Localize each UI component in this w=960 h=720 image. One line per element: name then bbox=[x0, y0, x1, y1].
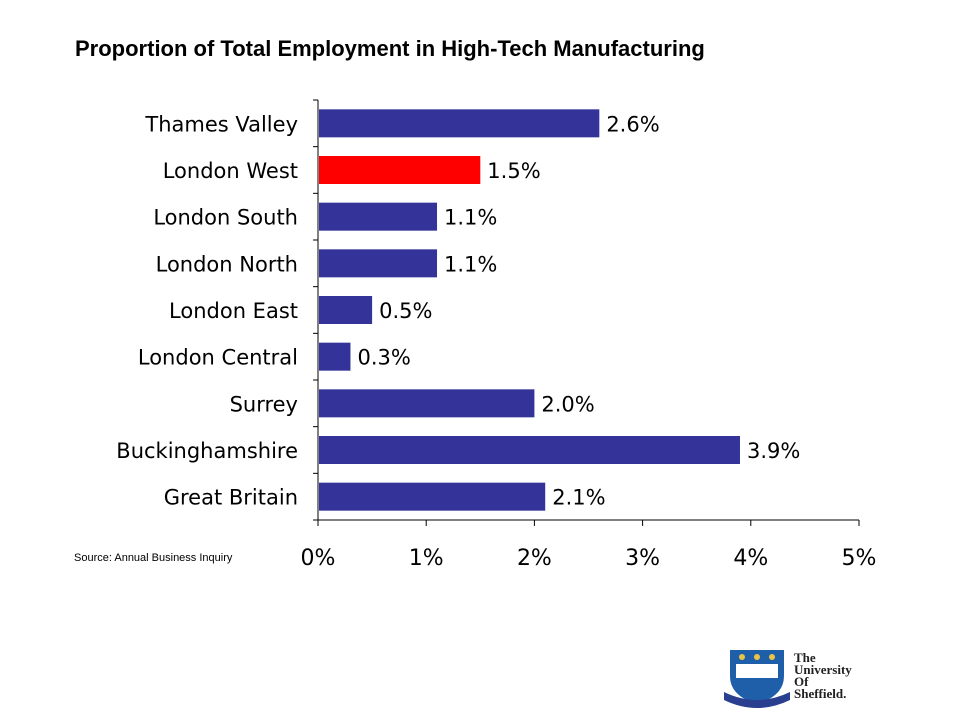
university-logo: The University Of Sheffield. bbox=[724, 646, 899, 708]
university-crest-icon bbox=[724, 650, 790, 708]
category-label: Surrey bbox=[230, 392, 298, 416]
data-label: 3.9% bbox=[747, 439, 800, 463]
data-label: 1.5% bbox=[487, 159, 540, 183]
bar bbox=[319, 156, 481, 184]
category-label: London South bbox=[153, 206, 298, 230]
category-label: London Central bbox=[138, 346, 298, 370]
bar bbox=[319, 389, 535, 418]
category-label: London North bbox=[156, 252, 298, 276]
bar bbox=[319, 342, 351, 371]
bar bbox=[319, 436, 740, 464]
bar bbox=[319, 109, 600, 138]
data-label: 0.3% bbox=[357, 346, 410, 370]
x-tick-label: 5% bbox=[842, 546, 877, 571]
bar bbox=[319, 482, 546, 511]
x-tick-label: 3% bbox=[625, 546, 660, 571]
source-note: Source: Annual Business Inquiry bbox=[74, 552, 233, 564]
data-label: 2.1% bbox=[552, 486, 605, 510]
wordmark-line-1: The bbox=[794, 650, 816, 665]
category-label: London East bbox=[169, 299, 298, 323]
data-label: 1.1% bbox=[444, 206, 497, 230]
category-label: Great Britain bbox=[164, 486, 298, 510]
wordmark-line-2: University bbox=[794, 662, 852, 677]
x-tick-label: 4% bbox=[733, 546, 768, 571]
x-tick-label: 1% bbox=[409, 546, 444, 571]
x-tick-label: 0% bbox=[301, 546, 336, 571]
bar bbox=[319, 296, 373, 324]
bar bbox=[319, 202, 438, 231]
university-wordmark: The University Of Sheffield. bbox=[794, 650, 852, 701]
category-label: Thames Valley bbox=[144, 112, 298, 136]
bar bbox=[319, 249, 438, 278]
bar-chart: Thames Valley 2.6% London West 1.5% London S… bbox=[116, 99, 877, 571]
wordmark-line-4: Sheffield. bbox=[794, 686, 847, 701]
data-label: 0.5% bbox=[379, 299, 432, 323]
chart-title: Proportion of Total Employment in High-T… bbox=[75, 36, 705, 61]
data-label: 2.6% bbox=[606, 112, 659, 136]
category-label: London West bbox=[163, 159, 298, 183]
x-tick-label: 2% bbox=[517, 546, 552, 571]
data-label: 1.1% bbox=[444, 252, 497, 276]
category-label: Buckinghamshire bbox=[116, 439, 298, 463]
wordmark-line-3: Of bbox=[794, 674, 809, 689]
data-label: 2.0% bbox=[541, 392, 594, 416]
